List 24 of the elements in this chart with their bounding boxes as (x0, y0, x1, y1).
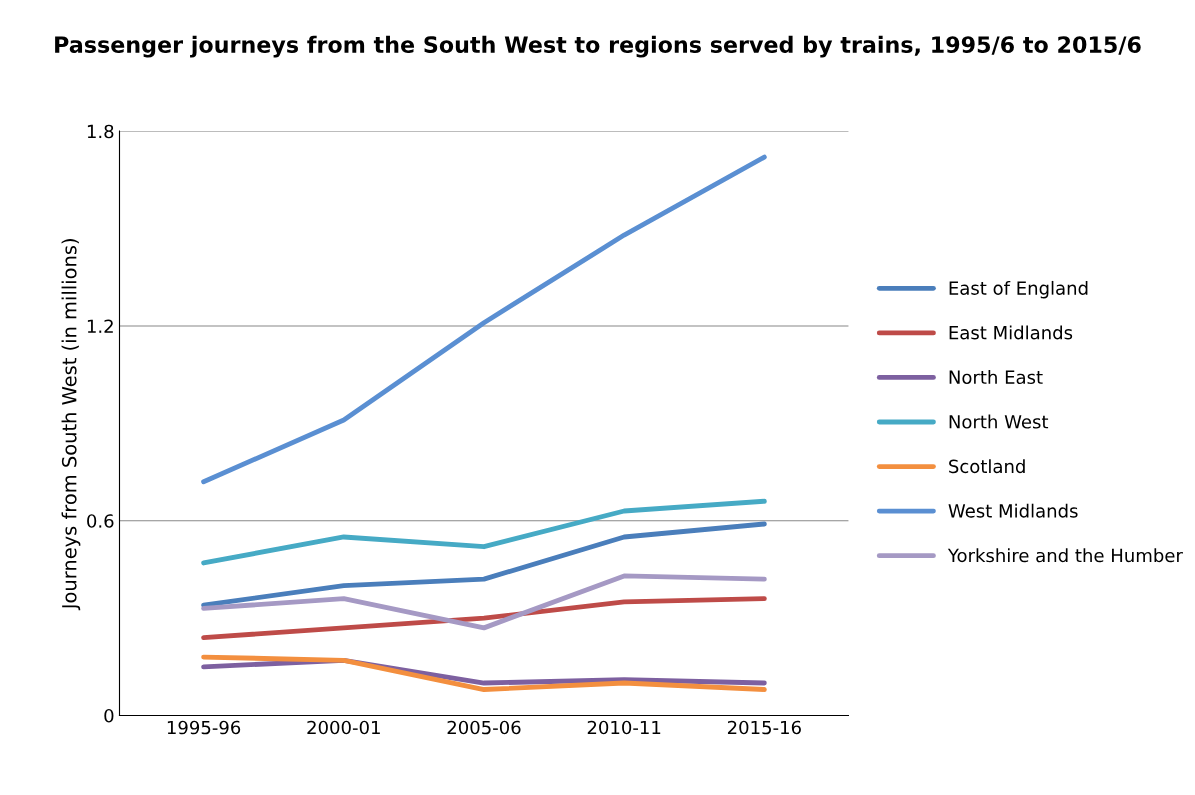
x-tick-label: 2000-01 (307, 720, 380, 735)
y-tick-label: 0.6 (87, 514, 114, 528)
y-tick-label: 0 (104, 708, 114, 723)
y-tick-label: 1.2 (87, 319, 113, 333)
legend-label: North East (949, 370, 1043, 385)
x-tick-label: 2015-16 (727, 720, 801, 735)
legend-label: Yorkshire and the Humber (947, 548, 1183, 563)
y-axis-title: Journeys from South West (in millions) (61, 239, 81, 611)
x-tick-label: 2005-06 (447, 720, 521, 735)
x-tick-label: 1995-96 (167, 720, 241, 735)
legend-label: East Midlands (949, 325, 1073, 340)
line-series (201, 573, 767, 631)
y-tick-label: 1.8 (87, 124, 114, 139)
legend-label: North West (949, 414, 1049, 429)
line-series (201, 596, 767, 641)
line-series (201, 498, 767, 566)
chart-title: Passenger journeys from the South West to regions served by trains, 1995/6 to 2015/6 (55, 35, 1141, 58)
legend-label: East of England (949, 280, 1088, 299)
x-tick-label: 2010-11 (587, 720, 661, 735)
legend-label: Scotland (949, 459, 1025, 474)
line-series (201, 654, 767, 692)
line-series (201, 521, 767, 608)
line-series (201, 154, 767, 485)
legend-label: West Midlands (948, 503, 1078, 518)
